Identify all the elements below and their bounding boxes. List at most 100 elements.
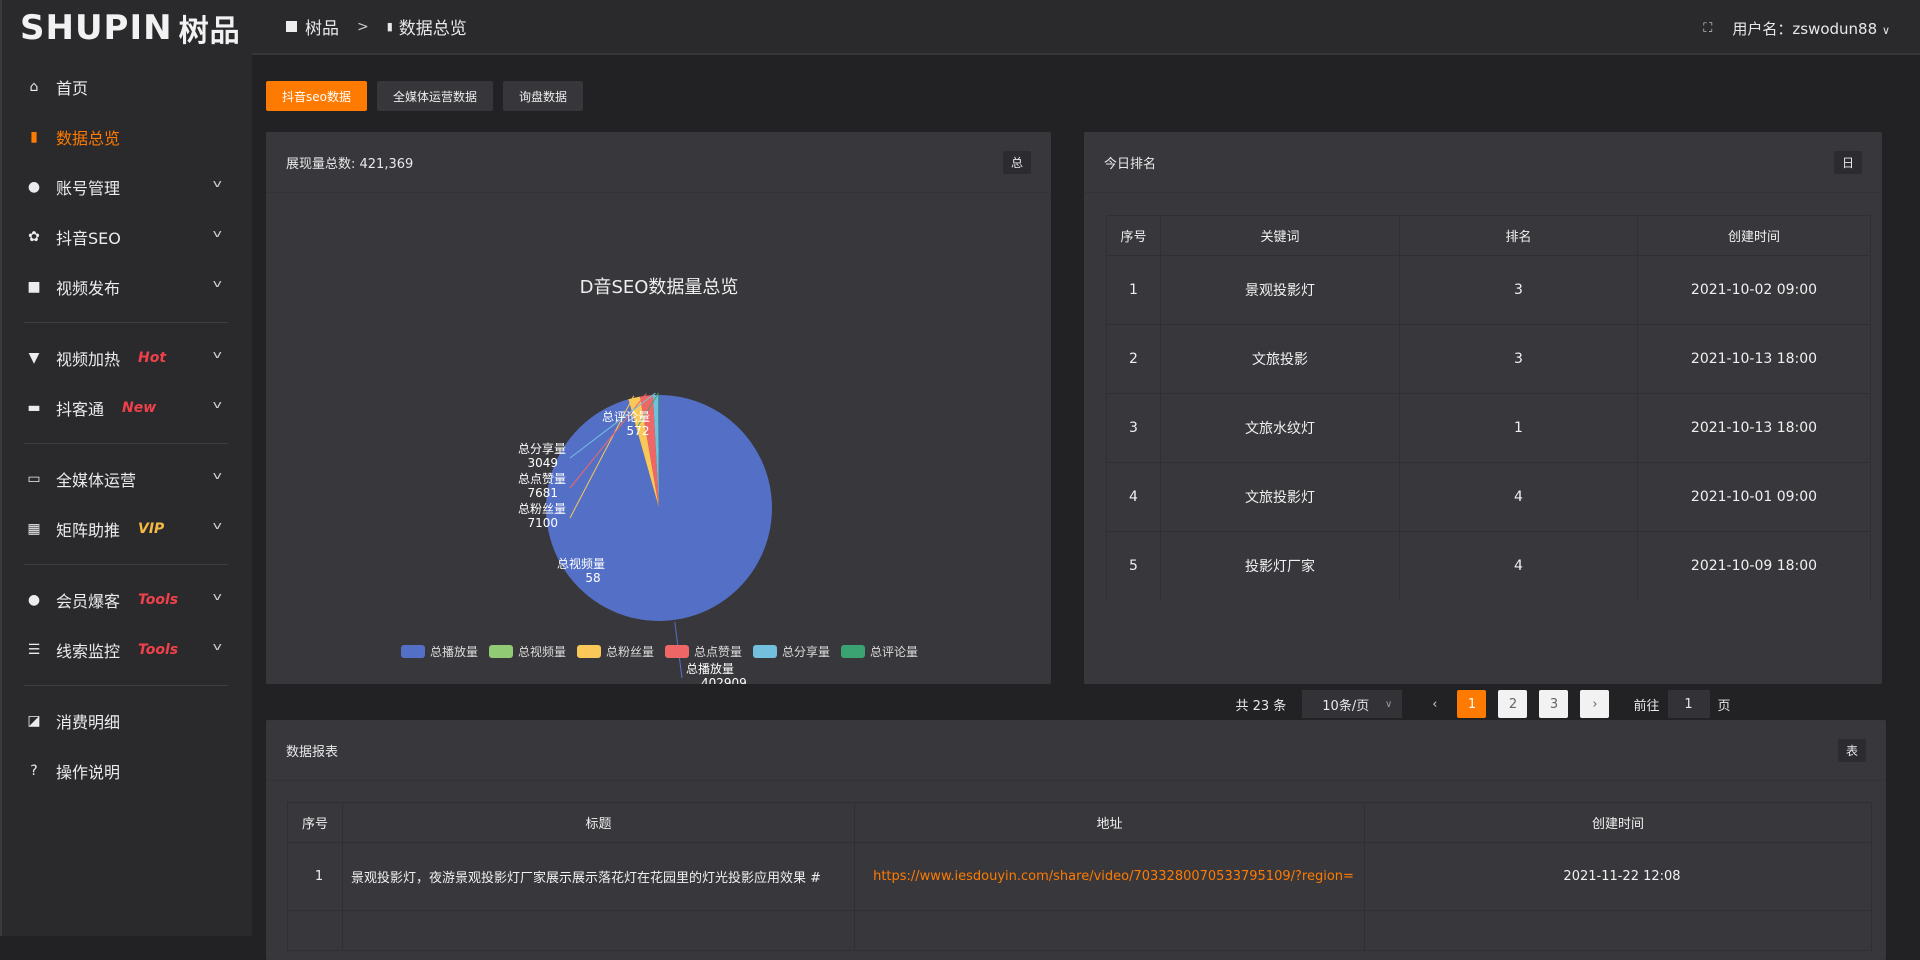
sidebar-divider <box>24 443 228 444</box>
chevron-down-icon: v <box>212 277 222 290</box>
sidebar-item-label: 首页 <box>56 79 89 98</box>
legend-swatch[interactable] <box>841 645 865 658</box>
slice-label-name: 总视频量 <box>557 556 605 571</box>
legend-label[interactable]: 总播放量 <box>430 644 478 659</box>
legend-swatch[interactable] <box>401 645 425 658</box>
torch-icon: ▼ <box>28 350 40 366</box>
sidebar-item-12[interactable]: ? 操作说明 <box>2 746 252 796</box>
overview-card: 展现量总数: 421,369 总 D音SEO数据量总览 总播放量 402909 总播… <box>266 132 1051 684</box>
table-cell: 4 <box>1106 462 1161 532</box>
pie-chart: D音SEO数据量总览 总播放量402909总播放量总视频量58总视频量总粉丝量7… <box>401 277 918 684</box>
legend-swatch[interactable] <box>489 645 513 658</box>
top-header: 树品 > ▮ 数据总览 ⛶ 用户名：zswodun88 ∨ <box>252 0 1920 55</box>
legend-swatch[interactable] <box>753 645 777 658</box>
tab-inquiry[interactable]: 询盘数据 <box>503 81 584 111</box>
breadcrumb-home[interactable]: 树品 <box>305 19 339 39</box>
pie-slice[interactable] <box>652 395 659 508</box>
card-header: 数据报表 表 <box>266 720 1886 781</box>
slice-label-value: 7681 <box>527 486 558 500</box>
prev-page-button[interactable]: ‹ <box>1432 696 1438 712</box>
camera-icon: ■ <box>27 279 41 295</box>
legend-swatch[interactable] <box>665 645 689 658</box>
sidebar-item-8[interactable]: ▦ 矩阵助推 VIP v <box>2 504 252 554</box>
table-cell: 2021-10-02 09:00 <box>1637 255 1871 325</box>
table-cell: 4 <box>1399 531 1638 600</box>
sidebar-item-label: 线索监控 <box>56 642 121 661</box>
tab-douyin-seo[interactable]: 抖音seo数据 <box>266 81 367 111</box>
legend-label[interactable]: 总评论量 <box>870 645 918 659</box>
wallet-icon: ◪ <box>27 713 41 729</box>
sidebar-item-3[interactable]: ✿ 抖音SEO v <box>2 212 252 262</box>
next-page-button[interactable]: › <box>1580 690 1610 718</box>
slice-label-value: 7100 <box>527 516 558 530</box>
total-count: 共 23 条 <box>1235 698 1287 714</box>
legend-swatch[interactable] <box>577 645 601 658</box>
chevron-down-icon: v <box>212 348 222 361</box>
chat-icon: ▬ <box>27 400 41 416</box>
slice-label-value: 402909 <box>701 676 747 684</box>
table-cell: 2 <box>1106 324 1161 394</box>
breadcrumb-current: 数据总览 <box>398 19 467 39</box>
table-cell: 2021-10-09 18:00 <box>1637 531 1871 600</box>
page-button[interactable]: 3 <box>1539 690 1569 718</box>
page-button[interactable]: 1 <box>1457 690 1487 718</box>
legend-label[interactable]: 总粉丝量 <box>606 645 654 659</box>
legend-label[interactable]: 总分享量 <box>782 644 830 659</box>
goto-suffix: 页 <box>1717 698 1731 714</box>
slice-label-name: 总分享量 <box>518 441 566 456</box>
chevron-down-icon: v <box>212 227 222 240</box>
tab-all-media[interactable]: 全媒体运营数据 <box>376 81 493 111</box>
table-row: 3 文旅水纹灯 1 2021-10-13 18:00 <box>1106 393 1871 463</box>
page-button[interactable]: 2 <box>1498 690 1528 718</box>
column-header: 排名 <box>1399 215 1638 256</box>
pie-slice[interactable] <box>628 399 659 508</box>
sidebar-item-2[interactable]: ● 账号管理 v <box>2 162 252 212</box>
sidebar-item-label: 抖音SEO <box>56 229 121 248</box>
chevron-down-icon: v <box>212 640 222 653</box>
monitor-icon: ▭ <box>27 471 41 487</box>
sidebar-badge: New <box>122 400 157 416</box>
page-size-select[interactable]: 10条/页 ∨ <box>1302 690 1403 718</box>
user-menu[interactable]: 用户名：zswodun88 ∨ <box>1732 18 1890 39</box>
pie-slice[interactable] <box>628 396 659 508</box>
sidebar-item-7[interactable]: ▭ 全媒体运营 v <box>2 454 252 504</box>
legend-label[interactable]: 总视频量 <box>518 644 566 659</box>
column-header: 地址 <box>854 802 1365 843</box>
sidebar-item-10[interactable]: ☰ 线索监控 Tools v <box>2 625 252 675</box>
sidebar: SHUPIN 树品 ⌂ 首页 ▮ 数据总览 ● 账号管理 v ✿ 抖音SEO v ■ 视频发布 v ▼ 视频加… <box>0 0 252 936</box>
label-line <box>569 395 635 519</box>
column-header: 标题 <box>342 802 855 843</box>
sidebar-item-1[interactable]: ▮ 数据总览 <box>2 112 252 162</box>
report-title: 数据报表 <box>286 744 339 760</box>
goto-page-input[interactable]: 1 <box>1667 690 1710 718</box>
username: 用户名：zswodun88 <box>1732 20 1878 38</box>
sidebar-item-4[interactable]: ■ 视频发布 v <box>2 262 252 312</box>
table-cell[interactable]: https://www.iesdouyin.com/share/video/70… <box>854 842 1365 911</box>
column-header: 创建时间 <box>1364 802 1872 843</box>
day-chip[interactable]: 日 <box>1833 150 1862 174</box>
sidebar-item-5[interactable]: ▼ 视频加热 Hot v <box>2 333 252 383</box>
slice-label-value: 3049 <box>527 456 558 470</box>
fullscreen-icon[interactable]: ⛶ <box>1703 21 1713 36</box>
sidebar-item-6[interactable]: ▬ 抖客通 New v <box>2 383 252 433</box>
sidebar-item-label: 视频加热 <box>56 350 121 369</box>
sidebar-item-9[interactable]: ● 会员爆客 Tools v <box>2 575 252 625</box>
pie-slice[interactable] <box>640 395 659 508</box>
gear-icon: ✿ <box>28 229 40 245</box>
total-chip[interactable]: 总 <box>1002 150 1031 174</box>
column-header: 创建时间 <box>1637 215 1871 256</box>
slice-label-name: 总粉丝量 <box>518 502 566 516</box>
column-header: 关键词 <box>1160 215 1400 256</box>
slice-label-value: 572 <box>627 424 650 438</box>
table-cell <box>342 910 855 951</box>
table-cell: 文旅投影灯 <box>1160 462 1400 532</box>
sidebar-item-11[interactable]: ◪ 消费明细 <box>2 696 252 746</box>
table-chip[interactable]: 表 <box>1837 738 1866 762</box>
legend-label[interactable]: 总点赞量 <box>694 645 742 659</box>
table-cell <box>854 910 1365 951</box>
sidebar-item-0[interactable]: ⌂ 首页 <box>2 62 252 112</box>
grid-icon: ▦ <box>27 521 41 537</box>
sidebar-item-label: 操作说明 <box>56 763 121 782</box>
